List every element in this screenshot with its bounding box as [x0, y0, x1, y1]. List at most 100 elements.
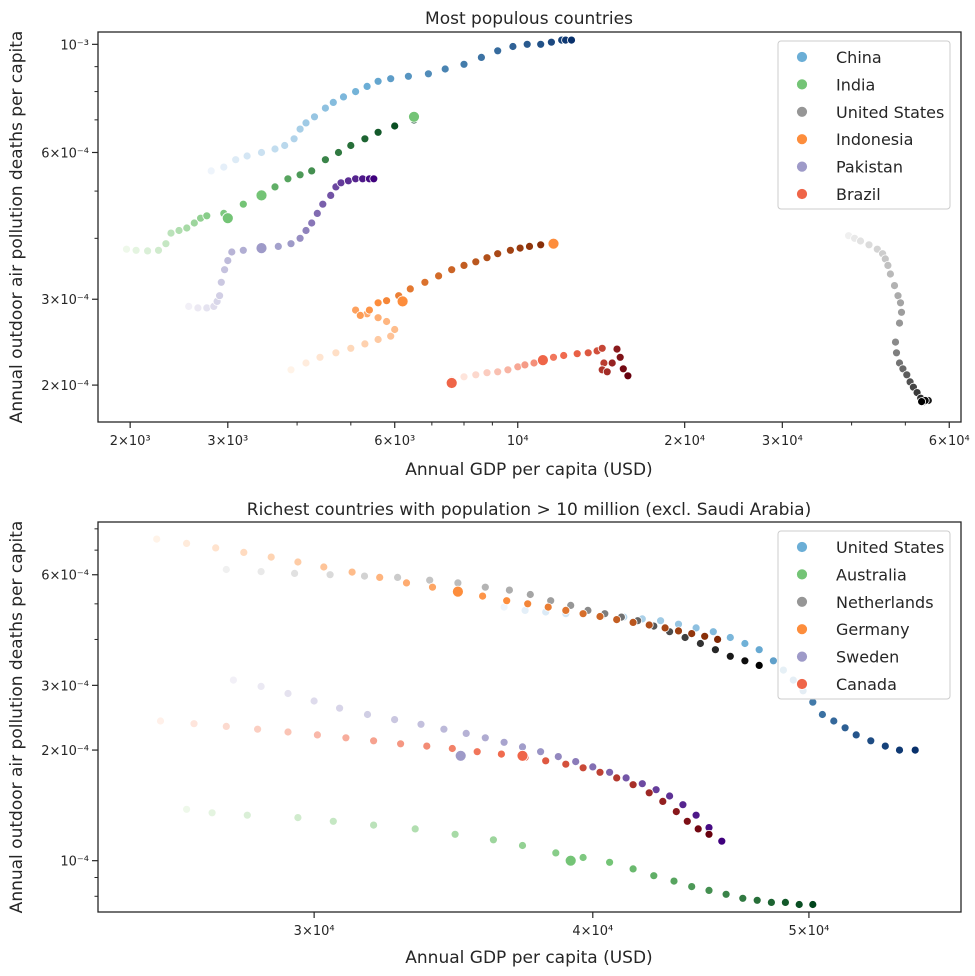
- data-point-sweden: [363, 710, 372, 719]
- data-point-united-states: [708, 627, 718, 637]
- legend-label: Sweden: [836, 648, 899, 667]
- x-tick-label: 3×10³: [207, 434, 248, 449]
- data-point-india: [373, 127, 383, 137]
- data-point-united-states: [725, 633, 735, 642]
- x-tick-label: 3×10⁴: [762, 434, 803, 449]
- data-point-india: [202, 211, 212, 221]
- data-point-indonesia: [536, 240, 546, 250]
- x-axis-label: Annual GDP per capita (USD): [405, 948, 652, 968]
- chart-title: Most populous countries: [425, 9, 633, 29]
- data-point-indonesia: [482, 253, 492, 263]
- data-point-indonesia: [331, 348, 341, 358]
- y-tick-label: 2×10⁻⁴: [41, 744, 89, 759]
- data-point-china: [522, 39, 532, 49]
- data-point-germany: [502, 596, 512, 606]
- data-point-india: [320, 155, 330, 165]
- data-point-germany: [543, 602, 553, 612]
- data-point-united-states: [902, 370, 912, 380]
- data-point-sweden: [691, 810, 701, 820]
- data-point-india: [143, 246, 153, 256]
- data-point-germany: [319, 562, 329, 572]
- data-point-netherlands: [393, 573, 403, 582]
- data-point-china: [231, 155, 241, 165]
- data-point-netherlands: [290, 569, 300, 578]
- data-point-australia: [488, 835, 498, 845]
- data-point-australia: [518, 841, 527, 850]
- legend-marker: [796, 541, 808, 553]
- legend-label: Indonesia: [836, 130, 913, 149]
- data-point-sweden: [480, 733, 490, 743]
- data-point-canada: [541, 756, 551, 766]
- x-tick-label: 4×10⁴: [572, 924, 613, 939]
- legend-label: India: [836, 75, 875, 94]
- y-tick-label: 10⁻³: [60, 38, 89, 53]
- x-tick-label: 5×10⁴: [788, 924, 829, 939]
- data-point-canada: [496, 749, 506, 759]
- data-point-sweden: [499, 737, 509, 747]
- data-point-brazil: [612, 344, 622, 354]
- data-point-brazil: [618, 364, 628, 374]
- data-point-sweden: [553, 752, 563, 761]
- data-point-india: [360, 134, 370, 144]
- data-point-brazil: [602, 367, 612, 377]
- data-point-netherlands: [725, 651, 735, 661]
- data-point-netherlands: [754, 661, 764, 670]
- data-point-sweden: [536, 747, 545, 757]
- data-point-united-states: [891, 337, 900, 347]
- data-point-india: [307, 166, 317, 176]
- data-point-germany: [628, 618, 638, 627]
- data-point-united-states: [896, 298, 905, 308]
- data-point-china: [289, 134, 299, 144]
- chart-panel-most-populous: Most populous countries 2×10³ 3×10³ 6×10³ 1…: [7, 9, 970, 480]
- data-point-australia: [578, 853, 588, 862]
- data-point-canada: [693, 824, 703, 834]
- data-point-indonesia: [471, 257, 481, 267]
- data-point-germany: [428, 582, 437, 592]
- data-point-china: [270, 144, 280, 154]
- data-point-china: [386, 74, 396, 84]
- legend-label: Netherlands: [836, 593, 934, 612]
- data-point-brazil: [503, 365, 513, 375]
- data-point-indonesia: [525, 241, 534, 251]
- data-point-brazil: [607, 358, 617, 368]
- x-tick-label: 2×10³: [110, 434, 151, 449]
- axes-frame: [97, 521, 962, 913]
- data-point-china: [459, 59, 469, 69]
- data-point-canada: [369, 736, 379, 746]
- data-point-pakistan: [301, 226, 311, 235]
- legend: United States Australia Netherlands Germany…: [777, 530, 951, 700]
- data-point-canada: [595, 767, 605, 777]
- data-point-united-states: [880, 741, 890, 751]
- data-point-australia: [767, 898, 776, 907]
- data-point-germany: [451, 585, 464, 598]
- data-point-china: [320, 103, 330, 113]
- data-point-australia: [369, 820, 379, 830]
- data-point-united-states: [840, 723, 850, 733]
- data-point-canada: [578, 763, 588, 773]
- data-point-germany: [595, 612, 605, 621]
- legend-label: Pakistan: [836, 158, 903, 177]
- data-point-germany: [660, 623, 670, 633]
- data-point-indonesia: [396, 295, 409, 308]
- axes-frame: [97, 31, 962, 423]
- data-point-indonesia: [515, 243, 525, 253]
- data-point-canada: [156, 716, 165, 726]
- y-tick-label: 10⁻⁴: [60, 855, 89, 870]
- data-point-united-states: [890, 281, 899, 291]
- data-point-netherlands: [256, 567, 266, 576]
- data-point-germany: [152, 534, 162, 544]
- data-point-pakistan: [295, 233, 305, 243]
- data-point-pakistan: [307, 218, 317, 228]
- data-point-pakistan: [220, 265, 230, 275]
- data-point-china: [206, 166, 216, 176]
- data-point-india: [408, 110, 420, 123]
- data-point-china: [257, 148, 266, 157]
- data-point-australia: [752, 895, 762, 905]
- data-point-united-states: [740, 639, 750, 648]
- data-point-indonesia: [301, 358, 311, 368]
- data-point-china: [362, 82, 372, 91]
- data-point-canada: [561, 759, 571, 769]
- data-point-india: [182, 223, 192, 233]
- data-point-united-states: [895, 745, 904, 755]
